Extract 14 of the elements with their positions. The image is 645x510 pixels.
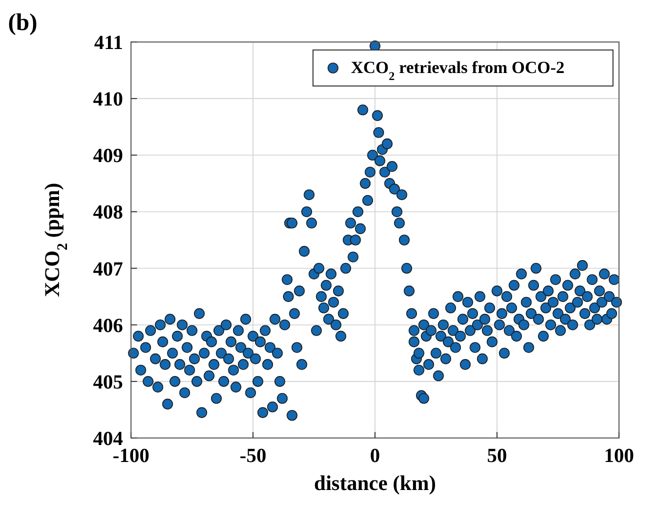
y-tick-label: 406 — [93, 314, 123, 337]
y-tick-label: 409 — [93, 145, 123, 168]
legend-label: XCO$_{2}$ retrievals from OCO-2 — [351, 58, 565, 84]
x-tick-label: -50 — [240, 445, 266, 467]
y-tick-label: 408 — [93, 202, 123, 224]
y-tick-label: 411 — [94, 32, 123, 54]
y-tick-label: 407 — [93, 258, 123, 280]
x-tick-label: 100 — [604, 445, 634, 467]
y-tick-label: 410 — [93, 88, 123, 111]
y-tick-label: 405 — [93, 371, 123, 394]
chart-title: (b) — [8, 10, 38, 36]
x-tick-label: 50 — [487, 445, 507, 467]
x-axis-title: distance (km) — [314, 471, 436, 495]
x-tick-label: 0 — [370, 445, 380, 467]
